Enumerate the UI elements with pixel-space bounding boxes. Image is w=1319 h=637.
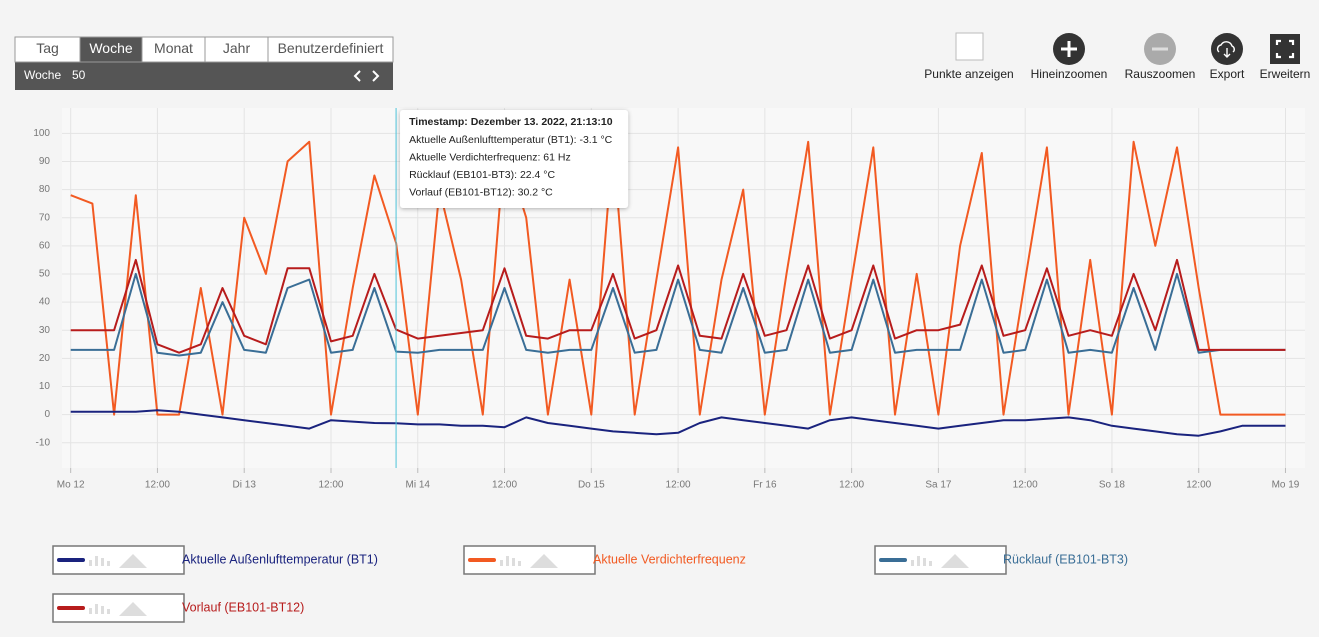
expand-icon[interactable] — [1270, 34, 1300, 64]
y-tick-label: 40 — [39, 297, 51, 308]
tab-label: Tag — [36, 40, 59, 56]
button-label: Rauszoomen — [1125, 67, 1196, 81]
plot-area — [62, 108, 1305, 468]
legend-label: Aktuelle Verdichterfrequenz — [593, 552, 746, 566]
checkbox[interactable] — [955, 32, 984, 61]
legend-item[interactable]: Aktuelle Außenlufttemperatur (BT1) — [52, 545, 378, 575]
legend-label: Rücklauf (EB101-BT3) — [1003, 552, 1128, 566]
x-tick-label: Mo 19 — [1272, 480, 1300, 491]
tooltip-line: Aktuelle Außenlufttemperatur (BT1): -3.1… — [409, 134, 613, 146]
tooltip-line: Rücklauf (EB101-BT3): 22.4 °C — [409, 169, 555, 181]
tab[interactable] — [14, 36, 81, 63]
corners — [1275, 39, 1295, 59]
period-label: Woche — [24, 68, 61, 82]
y-tick-label: 20 — [39, 353, 51, 364]
button-label: Punkte anzeigen — [924, 67, 1013, 81]
tooltip — [400, 110, 629, 208]
button-label: Erweitern — [1260, 67, 1311, 81]
tab[interactable] — [141, 36, 206, 63]
tab[interactable] — [79, 36, 143, 63]
x-tick-label: Do 15 — [578, 480, 605, 491]
y-tick-label: 10 — [39, 381, 51, 392]
legend-item[interactable]: Aktuelle Verdichterfrequenz — [463, 545, 746, 575]
x-tick-label: 12:00 — [1013, 480, 1038, 491]
x-tick-label: Sa 17 — [925, 480, 952, 491]
tooltip-title: Timestamp: Dezember 13. 2022, 21:13:10 — [409, 116, 613, 128]
x-tick-label: 12:00 — [1186, 480, 1211, 491]
legend-label: Aktuelle Außenlufttemperatur (BT1) — [182, 552, 378, 566]
tab-label: Monat — [154, 40, 193, 56]
series-line — [70, 409, 1286, 437]
x-tick-label: Mi 14 — [406, 480, 431, 491]
legend-item[interactable]: Rücklauf (EB101-BT3) — [874, 545, 1128, 575]
y-tick-label: 70 — [39, 212, 51, 223]
legend-label: Vorlauf (EB101-BT12) — [182, 600, 304, 614]
series-line — [70, 140, 1286, 416]
legend-bars — [911, 556, 932, 566]
plus — [1061, 41, 1077, 57]
tab[interactable] — [204, 36, 269, 63]
cloud — [1216, 41, 1235, 58]
tooltip-line: Vorlauf (EB101-BT12): 30.2 °C — [409, 186, 553, 198]
y-tick-label: 90 — [39, 156, 51, 167]
x-tick-label: 12:00 — [666, 480, 691, 491]
x-tick-label: 12:00 — [145, 480, 170, 491]
legend-bars — [500, 556, 521, 566]
button-label: Hineinzoomen — [1031, 67, 1108, 81]
tab-label: Jahr — [223, 40, 251, 56]
legend-bars — [89, 556, 110, 566]
x-tick-label: Mo 12 — [57, 480, 85, 491]
button-label: Export — [1210, 67, 1245, 81]
x-tick-label: Di 13 — [233, 480, 257, 491]
legend-area — [941, 554, 969, 568]
tab-label: Benutzerdefiniert — [278, 40, 384, 56]
x-tick-label: Fr 16 — [753, 480, 777, 491]
tab[interactable] — [267, 36, 394, 63]
tab-label: Woche — [89, 40, 133, 56]
y-tick-label: 30 — [39, 325, 51, 336]
y-tick-label: 80 — [39, 184, 51, 195]
x-tick-label: So 18 — [1099, 480, 1126, 491]
period-bar — [15, 62, 393, 90]
x-tick-label: 12:00 — [839, 480, 864, 491]
x-tick-label: 12:00 — [492, 480, 517, 491]
legend-item[interactable]: Vorlauf (EB101-BT12) — [52, 593, 304, 623]
legend-bars — [89, 604, 110, 614]
period-arrows[interactable] — [353, 70, 380, 82]
series-line — [70, 272, 1286, 357]
tooltip-line: Aktuelle Verdichterfrequenz: 61 Hz — [409, 151, 571, 163]
period-value: 50 — [72, 68, 86, 82]
legend-area — [119, 602, 147, 616]
y-tick-label: 60 — [39, 240, 51, 251]
y-tick-label: 50 — [39, 269, 51, 280]
x-tick-label: 12:00 — [318, 480, 343, 491]
legend-area — [530, 554, 558, 568]
legend-area — [119, 554, 147, 568]
series-line — [70, 258, 1286, 354]
y-tick-label: 100 — [33, 128, 50, 139]
y-tick-label: -10 — [36, 437, 51, 448]
y-tick-label: 0 — [44, 409, 50, 420]
